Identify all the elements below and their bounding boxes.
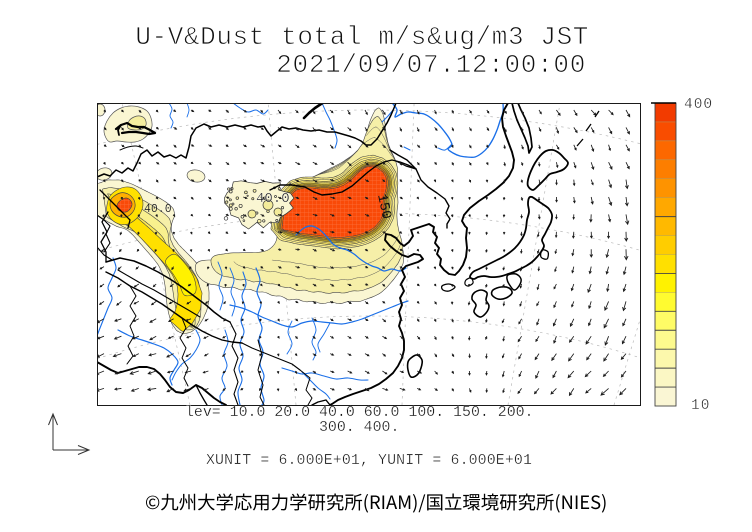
svg-text:40.0: 40.0 <box>256 191 290 207</box>
svg-text:XUNIT = 6.000E+01, YUNIT = 6.0: XUNIT = 6.000E+01, YUNIT = 6.000E+01 <box>206 453 532 469</box>
svg-text:lev= 10.0 20.0 40.0 60.0 100.: lev= 10.0 20.0 40.0 60.0 100. 150. 200. <box>185 405 534 421</box>
svg-text:10: 10 <box>691 398 710 414</box>
svg-text:300. 400.: 300. 400. <box>319 420 399 436</box>
svg-text:150: 150 <box>373 193 394 221</box>
svg-text:U-V&Dust total m/s&ug/m3 JST: U-V&Dust total m/s&ug/m3 JST <box>135 22 589 52</box>
svg-text:40.0: 40.0 <box>144 203 172 216</box>
svg-text:400: 400 <box>684 97 713 113</box>
svg-text:2021/09/07.12:00:00: 2021/09/07.12:00:00 <box>276 50 586 80</box>
